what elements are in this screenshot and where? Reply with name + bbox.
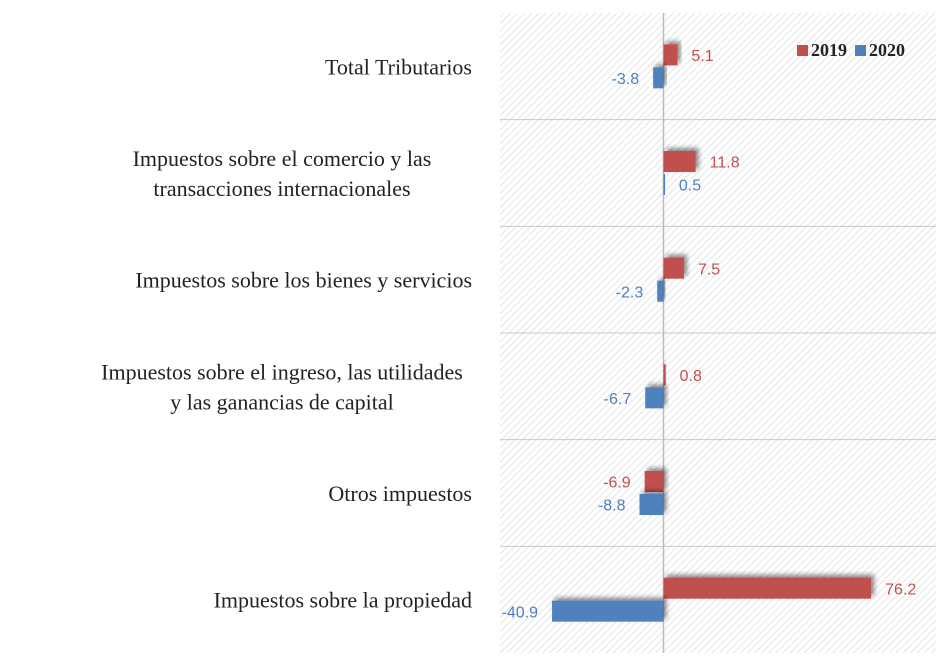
value-label: 76.2 <box>885 581 916 598</box>
legend-label: 2020 <box>869 40 905 60</box>
category-label: Otros impuestos <box>328 481 472 506</box>
legend-swatch <box>797 45 808 56</box>
category-label: Impuestos sobre el ingreso, las utilidad… <box>101 359 463 414</box>
category-label: Impuestos sobre el comercio y las transac… <box>133 146 432 201</box>
value-label: -6.7 <box>604 391 632 408</box>
bar <box>663 577 872 599</box>
category-label: Impuestos sobre la propiedad <box>214 588 472 613</box>
value-label: -3.8 <box>612 71 640 88</box>
value-label: 11.8 <box>710 155 740 172</box>
bar <box>653 67 664 89</box>
value-label: -8.8 <box>598 498 626 515</box>
value-label: -40.9 <box>502 604 539 621</box>
value-label: 0.8 <box>680 368 702 385</box>
value-label: -6.9 <box>603 475 631 492</box>
legend-label: 2019 <box>811 40 847 60</box>
bar <box>663 174 665 195</box>
value-label: 0.5 <box>679 178 701 195</box>
bar <box>645 387 664 409</box>
bar <box>639 494 664 515</box>
value-label: -2.3 <box>616 284 644 301</box>
bar <box>552 600 664 622</box>
bar <box>663 257 684 279</box>
value-label: 5.1 <box>691 48 713 65</box>
category-label: Total Tributarios <box>325 54 472 79</box>
bar <box>657 280 664 302</box>
value-label: 7.5 <box>698 261 720 278</box>
bar <box>644 471 664 492</box>
bar <box>663 44 678 66</box>
legend-swatch <box>855 45 866 56</box>
bar <box>663 151 696 172</box>
category-label: Impuestos sobre los bienes y servicios <box>135 268 472 293</box>
bar <box>663 364 666 386</box>
